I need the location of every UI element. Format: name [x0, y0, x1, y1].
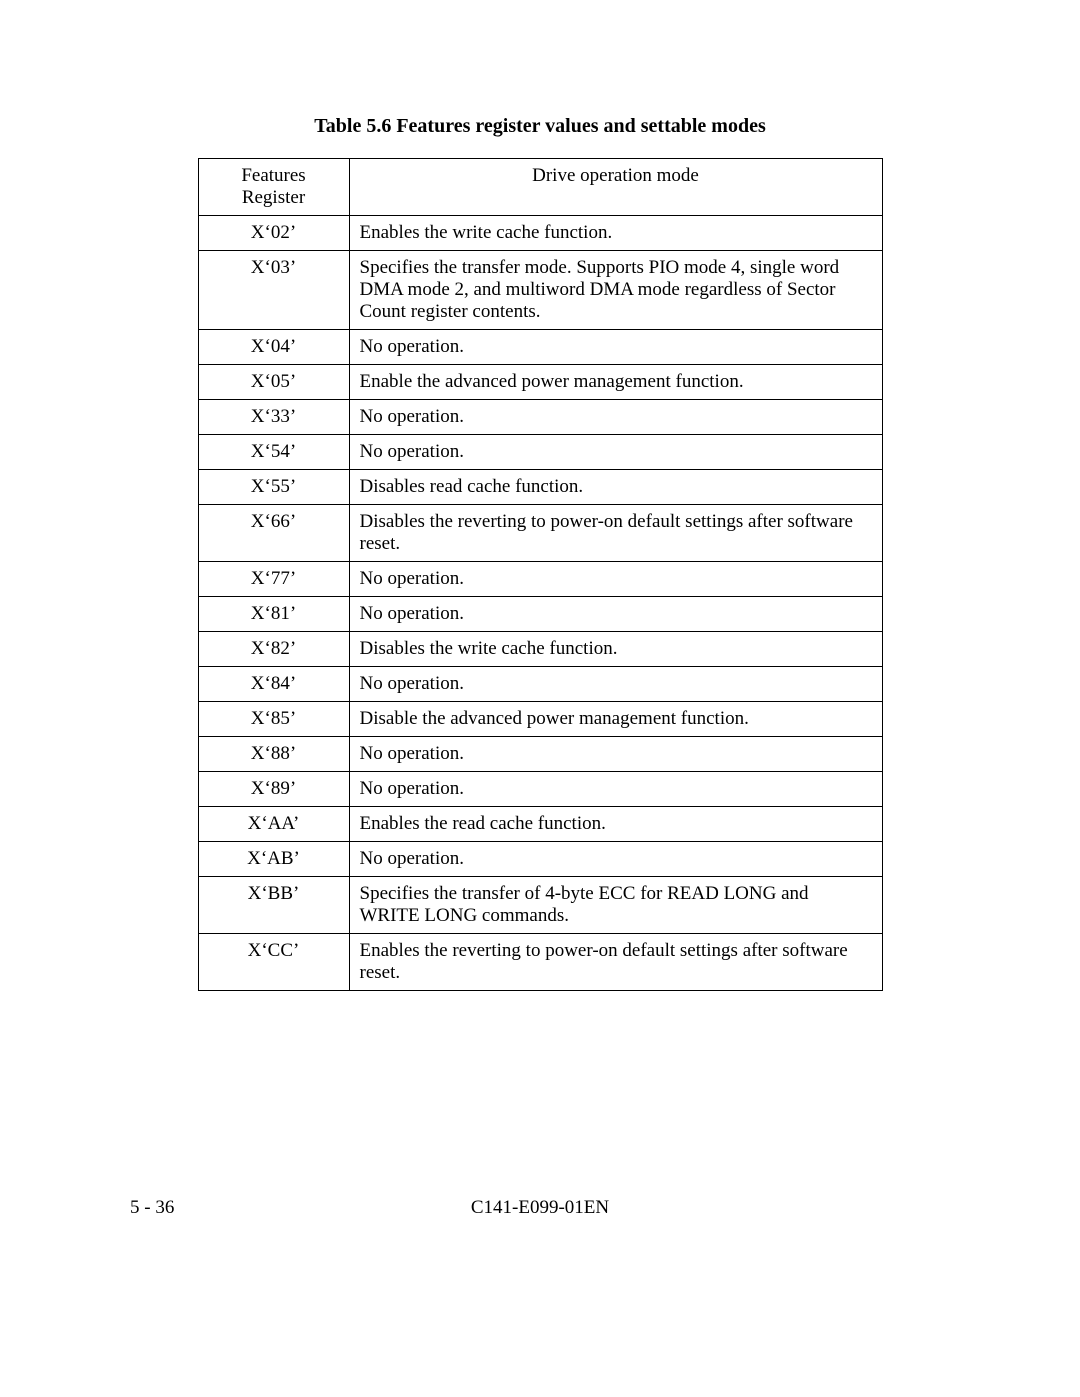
drive-operation-mode-cell: Disables the reverting to power-on defau…	[349, 505, 882, 562]
table-row: X‘AB’No operation.	[198, 842, 882, 877]
table-row: X‘55’Disables read cache function.	[198, 470, 882, 505]
features-register-cell: X‘55’	[198, 470, 349, 505]
drive-operation-mode-cell: Disable the advanced power management fu…	[349, 702, 882, 737]
table-row: X‘66’Disables the reverting to power-on …	[198, 505, 882, 562]
table-row: X‘89’No operation.	[198, 772, 882, 807]
drive-operation-mode-cell: No operation.	[349, 667, 882, 702]
col-header-drive-operation-mode: Drive operation mode	[349, 159, 882, 216]
table-row: X‘05’Enable the advanced power managemen…	[198, 365, 882, 400]
features-register-cell: X‘54’	[198, 435, 349, 470]
table-row: X‘82’Disables the write cache function.	[198, 632, 882, 667]
table-row: X‘CC’Enables the reverting to power-on d…	[198, 934, 882, 991]
drive-operation-mode-cell: No operation.	[349, 737, 882, 772]
drive-operation-mode-cell: No operation.	[349, 597, 882, 632]
table-row: X‘88’No operation.	[198, 737, 882, 772]
doc-id: C141-E099-01EN	[130, 1197, 950, 1219]
drive-operation-mode-cell: Enable the advanced power management fun…	[349, 365, 882, 400]
table-row: X‘54’No operation.	[198, 435, 882, 470]
table-row: X‘85’Disable the advanced power manageme…	[198, 702, 882, 737]
table-header-row: Features Register Drive operation mode	[198, 159, 882, 216]
features-table: Features Register Drive operation mode X…	[198, 158, 883, 991]
table-row: X‘33’No operation.	[198, 400, 882, 435]
table-row: X‘03’Specifies the transfer mode. Suppor…	[198, 251, 882, 330]
drive-operation-mode-cell: Enables the reverting to power-on defaul…	[349, 934, 882, 991]
features-register-cell: X‘66’	[198, 505, 349, 562]
drive-operation-mode-cell: Specifies the transfer of 4-byte ECC for…	[349, 877, 882, 934]
features-register-cell: X‘89’	[198, 772, 349, 807]
drive-operation-mode-cell: No operation.	[349, 772, 882, 807]
features-register-cell: X‘AA’	[198, 807, 349, 842]
features-register-cell: X‘81’	[198, 597, 349, 632]
table-row: X‘77’No operation.	[198, 562, 882, 597]
table-row: X‘04’No operation.	[198, 330, 882, 365]
features-register-cell: X‘AB’	[198, 842, 349, 877]
drive-operation-mode-cell: Disables the write cache function.	[349, 632, 882, 667]
table-row: X‘BB’Specifies the transfer of 4-byte EC…	[198, 877, 882, 934]
features-register-cell: X‘82’	[198, 632, 349, 667]
table-row: X‘84’No operation.	[198, 667, 882, 702]
features-register-cell: X‘CC’	[198, 934, 349, 991]
table-row: X‘02’Enables the write cache function.	[198, 216, 882, 251]
drive-operation-mode-cell: Disables read cache function.	[349, 470, 882, 505]
table-row: X‘AA’Enables the read cache function.	[198, 807, 882, 842]
drive-operation-mode-cell: No operation.	[349, 330, 882, 365]
table-caption: Table 5.6 Features register values and s…	[130, 115, 950, 138]
features-register-cell: X‘77’	[198, 562, 349, 597]
features-register-cell: X‘05’	[198, 365, 349, 400]
features-register-cell: X‘03’	[198, 251, 349, 330]
table-row: X‘81’No operation.	[198, 597, 882, 632]
features-register-cell: X‘88’	[198, 737, 349, 772]
drive-operation-mode-cell: No operation.	[349, 842, 882, 877]
drive-operation-mode-cell: Specifies the transfer mode. Supports PI…	[349, 251, 882, 330]
features-register-cell: X‘84’	[198, 667, 349, 702]
drive-operation-mode-cell: No operation.	[349, 435, 882, 470]
page: Table 5.6 Features register values and s…	[0, 0, 1080, 1397]
features-register-cell: X‘BB’	[198, 877, 349, 934]
table-body: X‘02’Enables the write cache function.X‘…	[198, 216, 882, 991]
features-register-cell: X‘85’	[198, 702, 349, 737]
col-header-features-register: Features Register	[198, 159, 349, 216]
drive-operation-mode-cell: No operation.	[349, 562, 882, 597]
drive-operation-mode-cell: Enables the read cache function.	[349, 807, 882, 842]
features-register-cell: X‘33’	[198, 400, 349, 435]
drive-operation-mode-cell: No operation.	[349, 400, 882, 435]
features-register-cell: X‘02’	[198, 216, 349, 251]
features-register-cell: X‘04’	[198, 330, 349, 365]
drive-operation-mode-cell: Enables the write cache function.	[349, 216, 882, 251]
